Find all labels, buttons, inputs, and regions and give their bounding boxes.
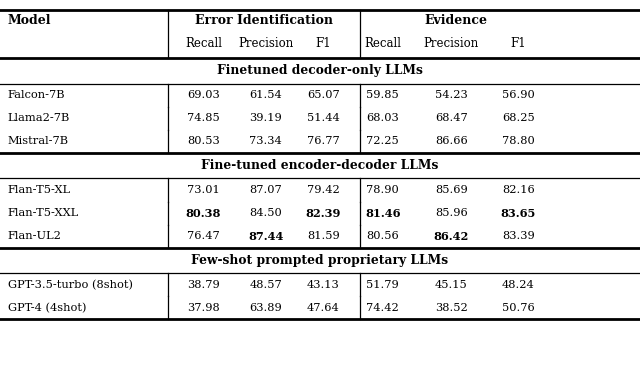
Text: 74.85: 74.85 — [187, 113, 220, 123]
Text: 69.03: 69.03 — [187, 90, 220, 100]
Text: 85.96: 85.96 — [435, 208, 468, 218]
Text: 85.69: 85.69 — [435, 185, 468, 195]
Text: 83.65: 83.65 — [500, 208, 536, 219]
Text: 74.42: 74.42 — [366, 303, 399, 313]
Text: 82.16: 82.16 — [502, 185, 535, 195]
Text: 73.34: 73.34 — [249, 137, 282, 147]
Text: F1: F1 — [316, 37, 331, 50]
Text: 38.52: 38.52 — [435, 303, 468, 313]
Text: Recall: Recall — [364, 37, 401, 50]
Text: Model: Model — [8, 14, 51, 27]
Text: 78.90: 78.90 — [366, 185, 399, 195]
Text: 80.53: 80.53 — [187, 137, 220, 147]
Text: 81.46: 81.46 — [365, 208, 401, 219]
Text: Flan-UL2: Flan-UL2 — [8, 231, 61, 241]
Text: F1: F1 — [511, 37, 526, 50]
Text: 65.07: 65.07 — [307, 90, 340, 100]
Text: 87.07: 87.07 — [249, 185, 282, 195]
Text: Flan-T5-XXL: Flan-T5-XXL — [8, 208, 79, 218]
Text: 45.15: 45.15 — [435, 280, 468, 290]
Text: 48.57: 48.57 — [249, 280, 282, 290]
Text: 79.42: 79.42 — [307, 185, 340, 195]
Text: 86.66: 86.66 — [435, 137, 468, 147]
Text: GPT-3.5-turbo (8shot): GPT-3.5-turbo (8shot) — [8, 279, 132, 290]
Text: 38.79: 38.79 — [187, 280, 220, 290]
Text: Precision: Precision — [424, 37, 479, 50]
Text: 51.44: 51.44 — [307, 113, 340, 123]
Text: 68.25: 68.25 — [502, 113, 535, 123]
Text: 86.42: 86.42 — [433, 231, 469, 242]
Text: 48.24: 48.24 — [502, 280, 535, 290]
Text: Few-shot prompted proprietary LLMs: Few-shot prompted proprietary LLMs — [191, 254, 449, 267]
Text: 37.98: 37.98 — [187, 303, 220, 313]
Text: Finetuned decoder-only LLMs: Finetuned decoder-only LLMs — [217, 65, 423, 77]
Text: 68.03: 68.03 — [366, 113, 399, 123]
Text: Error Identification: Error Identification — [195, 14, 333, 27]
Text: 76.77: 76.77 — [307, 137, 340, 147]
Text: Llama2-7B: Llama2-7B — [8, 113, 70, 123]
Text: Recall: Recall — [185, 37, 222, 50]
Text: 54.23: 54.23 — [435, 90, 468, 100]
Text: 87.44: 87.44 — [248, 231, 284, 242]
Text: 61.54: 61.54 — [249, 90, 282, 100]
Text: Precision: Precision — [238, 37, 293, 50]
Text: 47.64: 47.64 — [307, 303, 340, 313]
Text: 78.80: 78.80 — [502, 137, 535, 147]
Text: Mistral-7B: Mistral-7B — [8, 137, 69, 147]
Text: 80.38: 80.38 — [186, 208, 221, 219]
Text: 50.76: 50.76 — [502, 303, 535, 313]
Text: 76.47: 76.47 — [187, 231, 220, 241]
Text: 59.85: 59.85 — [366, 90, 399, 100]
Text: 63.89: 63.89 — [249, 303, 282, 313]
Text: 82.39: 82.39 — [305, 208, 341, 219]
Text: 83.39: 83.39 — [502, 231, 535, 241]
Text: 73.01: 73.01 — [187, 185, 220, 195]
Text: GPT-4 (4shot): GPT-4 (4shot) — [8, 303, 86, 313]
Text: 72.25: 72.25 — [366, 137, 399, 147]
Text: Evidence: Evidence — [425, 14, 488, 27]
Text: 43.13: 43.13 — [307, 280, 340, 290]
Text: Flan-T5-XL: Flan-T5-XL — [8, 185, 71, 195]
Text: 84.50: 84.50 — [249, 208, 282, 218]
Text: 56.90: 56.90 — [502, 90, 535, 100]
Text: 80.56: 80.56 — [366, 231, 399, 241]
Text: Fine-tuned encoder-decoder LLMs: Fine-tuned encoder-decoder LLMs — [202, 159, 438, 172]
Text: Falcon-7B: Falcon-7B — [8, 90, 65, 100]
Text: 68.47: 68.47 — [435, 113, 468, 123]
Text: 39.19: 39.19 — [249, 113, 282, 123]
Text: 81.59: 81.59 — [307, 231, 340, 241]
Text: 51.79: 51.79 — [366, 280, 399, 290]
